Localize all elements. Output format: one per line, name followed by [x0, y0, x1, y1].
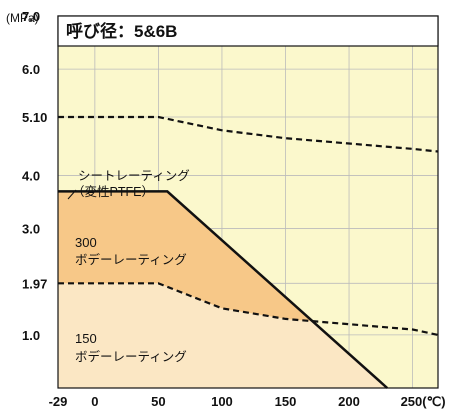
x-tick-label: 100 [211, 394, 233, 409]
y-tick-label: 1.97 [22, 276, 47, 291]
seat-rating-label-line2: （変性PTFE） [72, 184, 154, 199]
chart-title: 呼び径：5&6B [66, 21, 177, 41]
y-tick-labels: 7.0 6.0 5.10 4.0 3.0 1.97 1.0 [22, 9, 47, 343]
x-tick-labels: -29 0 50 100 150 200 250(℃) [49, 394, 446, 409]
y-tick-label: 3.0 [22, 222, 40, 237]
y-tick-label: 5.10 [22, 110, 47, 125]
r150-number-label: 150 [75, 331, 97, 346]
x-tick-label: 200 [338, 394, 360, 409]
line-seat-rating [58, 115, 439, 153]
r300-rating-label: ボデーレーティング [75, 252, 187, 267]
seat-label-pointer [67, 189, 77, 200]
line-300-body-rating [58, 190, 389, 389]
r150-rating-label: ボデーレーティング [75, 349, 187, 364]
x-tick-label: 50 [151, 394, 165, 409]
x-tick-label: -29 [49, 394, 68, 409]
y-tick-label: 6.0 [22, 62, 40, 77]
y-tick-label: 1.0 [22, 328, 40, 343]
y-tick-label: 4.0 [22, 168, 40, 183]
y-tick-label: 7.0 [22, 9, 40, 24]
x-tick-label: 150 [275, 394, 297, 409]
seat-rating-label-line1: シートレーティング [78, 169, 190, 183]
x-tick-label: 0 [91, 394, 98, 409]
line-150-body-rating [58, 282, 439, 336]
y-axis-unit: (MPa) [6, 11, 39, 25]
title-box [57, 15, 439, 47]
r300-number-label: 300 [75, 235, 97, 250]
x-tick-label: 250(℃) [401, 394, 446, 409]
